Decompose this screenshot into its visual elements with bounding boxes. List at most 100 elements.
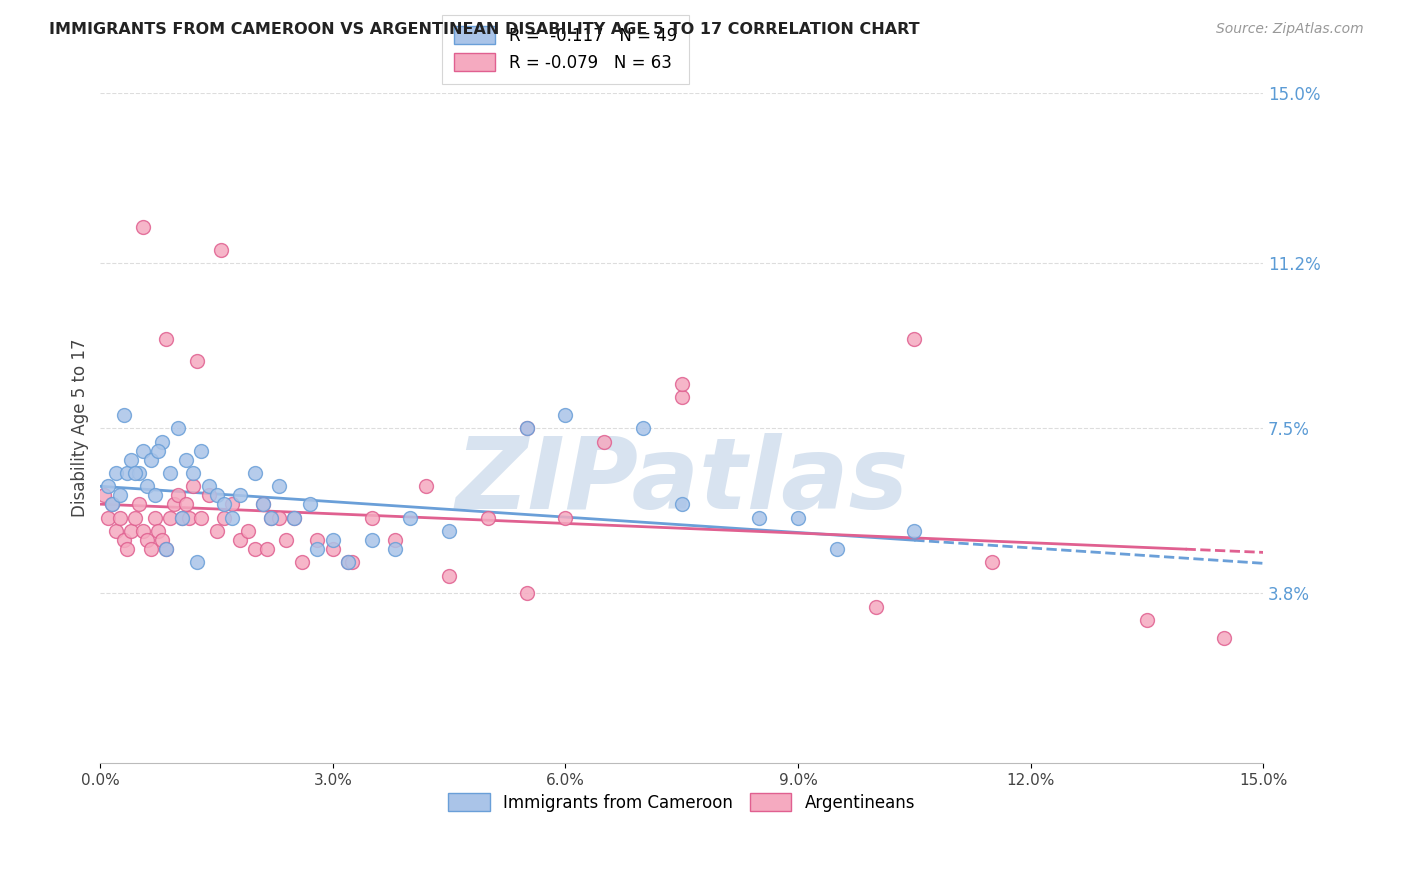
Point bbox=[1136, 613, 1159, 627]
Point bbox=[139, 452, 162, 467]
Point bbox=[179, 510, 201, 524]
Point bbox=[337, 555, 360, 569]
Point bbox=[214, 510, 236, 524]
Point bbox=[101, 497, 124, 511]
Point bbox=[198, 488, 221, 502]
Point bbox=[190, 443, 212, 458]
Point bbox=[97, 510, 120, 524]
Point bbox=[1213, 631, 1236, 645]
Point bbox=[554, 510, 576, 524]
Point bbox=[980, 555, 1002, 569]
Point bbox=[245, 541, 267, 556]
Point bbox=[101, 497, 124, 511]
Point bbox=[399, 510, 422, 524]
Point bbox=[128, 466, 150, 480]
Point bbox=[748, 510, 770, 524]
Point bbox=[214, 497, 236, 511]
Point bbox=[159, 466, 181, 480]
Point bbox=[865, 599, 887, 614]
Point bbox=[93, 488, 115, 502]
Point bbox=[170, 510, 193, 524]
Point bbox=[205, 524, 228, 538]
Point bbox=[174, 497, 197, 511]
Point bbox=[104, 524, 127, 538]
Point bbox=[205, 488, 228, 502]
Point bbox=[671, 390, 693, 404]
Point bbox=[155, 541, 177, 556]
Point bbox=[163, 497, 186, 511]
Point bbox=[183, 466, 205, 480]
Point bbox=[120, 452, 142, 467]
Point bbox=[132, 443, 155, 458]
Point bbox=[97, 479, 120, 493]
Point bbox=[252, 497, 274, 511]
Point bbox=[267, 479, 290, 493]
Point bbox=[360, 533, 382, 547]
Point bbox=[322, 541, 344, 556]
Point bbox=[260, 510, 283, 524]
Point bbox=[260, 510, 283, 524]
Point bbox=[155, 541, 177, 556]
Point bbox=[256, 541, 278, 556]
Point bbox=[384, 541, 406, 556]
Point bbox=[229, 533, 252, 547]
Point bbox=[117, 541, 139, 556]
Point bbox=[135, 533, 157, 547]
Text: IMMIGRANTS FROM CAMEROON VS ARGENTINEAN DISABILITY AGE 5 TO 17 CORRELATION CHART: IMMIGRANTS FROM CAMEROON VS ARGENTINEAN … bbox=[49, 22, 920, 37]
Point bbox=[150, 434, 173, 449]
Point bbox=[120, 524, 142, 538]
Point bbox=[516, 421, 538, 435]
Point bbox=[128, 497, 150, 511]
Point bbox=[252, 497, 274, 511]
Point bbox=[132, 220, 155, 235]
Legend: Immigrants from Cameroon, Argentineans: Immigrants from Cameroon, Argentineans bbox=[439, 783, 925, 822]
Point bbox=[360, 510, 382, 524]
Point bbox=[108, 510, 131, 524]
Point bbox=[190, 510, 212, 524]
Point bbox=[167, 488, 190, 502]
Point bbox=[322, 533, 344, 547]
Point bbox=[198, 479, 221, 493]
Point bbox=[132, 524, 155, 538]
Point bbox=[307, 533, 329, 547]
Point bbox=[170, 510, 193, 524]
Point bbox=[104, 466, 127, 480]
Y-axis label: Disability Age 5 to 17: Disability Age 5 to 17 bbox=[72, 339, 89, 517]
Point bbox=[148, 443, 170, 458]
Point bbox=[671, 376, 693, 391]
Point bbox=[267, 510, 290, 524]
Point bbox=[186, 354, 208, 368]
Point bbox=[135, 479, 157, 493]
Point bbox=[384, 533, 406, 547]
Point bbox=[245, 466, 267, 480]
Point bbox=[112, 408, 135, 422]
Point bbox=[903, 332, 925, 346]
Text: Source: ZipAtlas.com: Source: ZipAtlas.com bbox=[1216, 22, 1364, 37]
Point bbox=[516, 421, 538, 435]
Point bbox=[337, 555, 360, 569]
Point bbox=[516, 586, 538, 600]
Point bbox=[671, 497, 693, 511]
Point bbox=[186, 555, 208, 569]
Point bbox=[229, 488, 252, 502]
Point bbox=[167, 421, 190, 435]
Point bbox=[108, 488, 131, 502]
Point bbox=[209, 243, 232, 257]
Point bbox=[150, 533, 173, 547]
Point bbox=[124, 466, 146, 480]
Point bbox=[283, 510, 305, 524]
Point bbox=[148, 524, 170, 538]
Point bbox=[342, 555, 364, 569]
Point bbox=[143, 510, 166, 524]
Point bbox=[143, 488, 166, 502]
Point bbox=[307, 541, 329, 556]
Point bbox=[159, 510, 181, 524]
Point bbox=[437, 524, 460, 538]
Point bbox=[787, 510, 810, 524]
Point bbox=[298, 497, 321, 511]
Point bbox=[477, 510, 499, 524]
Point bbox=[415, 479, 437, 493]
Point bbox=[221, 510, 243, 524]
Point bbox=[174, 452, 197, 467]
Point bbox=[437, 568, 460, 582]
